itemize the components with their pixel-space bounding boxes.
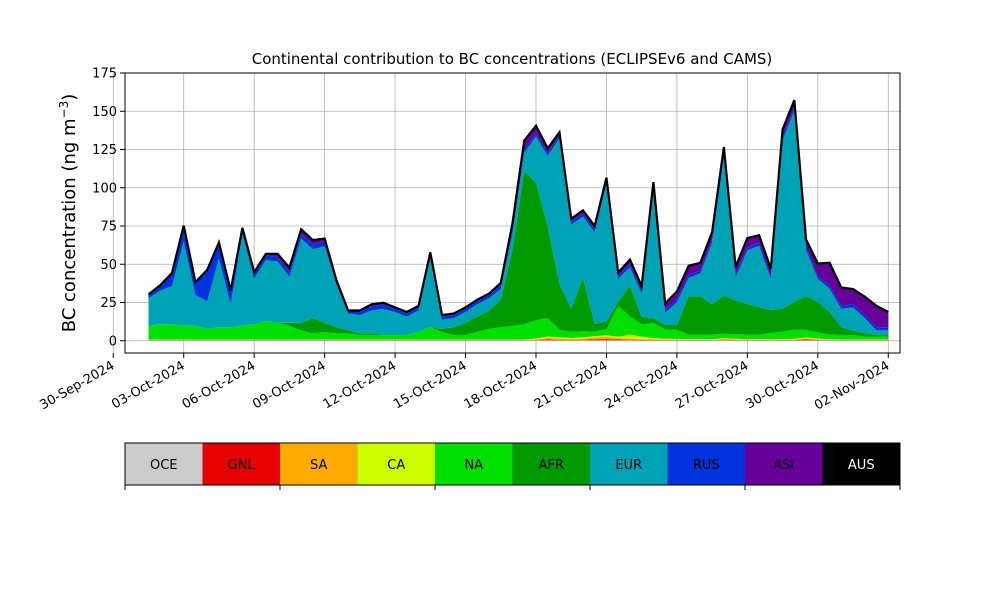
total-outline <box>147 99 889 317</box>
colorbar-swatch-asi <box>745 443 823 485</box>
y-tick-label: 125 <box>92 143 117 158</box>
colorbar-swatch-ca <box>357 443 436 485</box>
x-tick-label: 27-Oct-2024 <box>673 358 751 412</box>
colorbar-label: GNL <box>228 458 256 473</box>
x-tick-label: 18-Oct-2024 <box>462 358 540 412</box>
x-axis: 30-Sep-202403-Oct-202406-Oct-202409-Oct-… <box>37 353 892 413</box>
x-tick-label: 09-Oct-2024 <box>250 358 328 412</box>
y-axis-label: BC concentration (ng m−3) <box>57 94 80 333</box>
colorbar-label: NA <box>464 458 483 473</box>
x-tick-label: 03-Oct-2024 <box>109 358 187 412</box>
colorbar-label: AFR <box>539 458 564 473</box>
colorbar-label: OCE <box>150 458 178 473</box>
x-tick-label: 30-Oct-2024 <box>743 358 821 412</box>
colorbar-swatch-sa <box>280 443 358 485</box>
x-tick-label: 12-Oct-2024 <box>321 358 399 412</box>
area-eur <box>148 110 889 335</box>
y-tick-label: 100 <box>92 181 117 196</box>
x-tick-label: 06-Oct-2024 <box>180 358 258 412</box>
area-afr <box>148 171 889 337</box>
colorbar-legend: OCE GNL SA CA NA AFR EUR RUS ASI AUS <box>124 442 901 490</box>
x-tick-label: 02-Nov-2024 <box>812 358 892 413</box>
colorbar-label: RUS <box>693 458 720 473</box>
colorbar-swatch-oce <box>125 443 203 485</box>
colorbar-swatch-rus <box>667 443 746 485</box>
x-tick-label: 30-Sep-2024 <box>37 358 117 413</box>
colorbar-label: EUR <box>615 458 642 473</box>
colorbar-label: ASI <box>773 458 794 473</box>
stacked-areas <box>148 100 889 341</box>
colorbar-label: SA <box>310 458 327 473</box>
y-axis: 0 25 50 75 100 125 150 175 <box>92 67 125 349</box>
colorbar-swatch-na <box>435 443 513 485</box>
colorbar-label: AUS <box>848 458 875 473</box>
y-tick-label: 0 <box>109 334 117 349</box>
colorbar-swatch-aus <box>822 443 901 485</box>
colorbar-label: CA <box>387 458 405 473</box>
colorbar-swatch-eur <box>590 443 668 485</box>
y-tick-label: 50 <box>100 258 117 273</box>
y-tick-label: 75 <box>100 220 117 235</box>
total-line <box>147 99 889 317</box>
y-tick-label: 175 <box>92 67 117 82</box>
x-tick-label: 21-Oct-2024 <box>532 358 610 412</box>
y-tick-label: 25 <box>100 296 117 311</box>
area-rus <box>148 107 889 331</box>
y-tick-label: 150 <box>92 105 117 120</box>
x-tick-label: 15-Oct-2024 <box>391 358 469 412</box>
plot-frame <box>124 72 901 354</box>
area-sa <box>148 336 889 340</box>
x-tick-label: 24-Oct-2024 <box>603 358 681 412</box>
colorbar-frame <box>124 442 901 486</box>
chart-title: Continental contribution to BC concentra… <box>252 50 773 68</box>
colorbar-swatch-gnl <box>202 443 281 485</box>
area-na <box>148 306 889 340</box>
colorbar-swatch-afr <box>512 443 591 485</box>
